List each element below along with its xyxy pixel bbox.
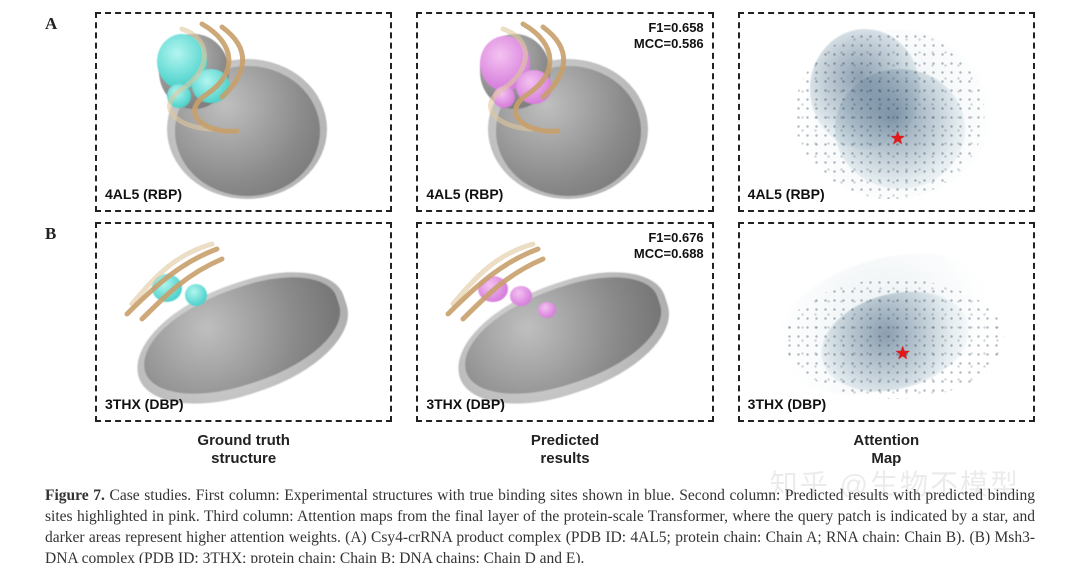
panel-b-truth: 3THX (DBP) <box>95 222 392 422</box>
panel-b-attn-label: 3THX (DBP) <box>748 396 827 412</box>
panel-b-pred: F1=0.676 MCC=0.688 3THX (DBP) <box>416 222 713 422</box>
panel-a-f1: F1=0.658 <box>634 20 704 36</box>
panel-a-pred: F1=0.658 MCC=0.586 4AL5 (RBP) <box>416 12 713 212</box>
panel-a-attn: ★ 4AL5 (RBP) <box>738 12 1035 212</box>
panel-a-metrics: F1=0.658 MCC=0.586 <box>634 20 704 53</box>
panel-a-mcc: MCC=0.586 <box>634 36 704 52</box>
row-b-label: B <box>45 222 71 244</box>
panel-b-truth-label: 3THX (DBP) <box>105 396 184 412</box>
figure-caption: Figure 7. Case studies. First column: Ex… <box>45 486 1035 563</box>
caption-body: Case studies. First column: Experimental… <box>45 487 1035 563</box>
panel-b-metrics: F1=0.676 MCC=0.688 <box>634 230 704 263</box>
panel-a-truth: 4AL5 (RBP) <box>95 12 392 212</box>
row-a-label: A <box>45 12 71 34</box>
col-header-1: Ground truth structure <box>95 432 392 472</box>
panel-b-attn: ★ 3THX (DBP) <box>738 222 1035 422</box>
caption-figure-number: Figure 7. <box>45 487 105 504</box>
figure-grid: A 4AL5 (RBP) F1=0.658 MCC=0.586 <box>45 12 1035 472</box>
star-icon: ★ <box>895 344 911 362</box>
panel-b-pred-label: 3THX (DBP) <box>426 396 505 412</box>
col-header-3: Attention Map <box>738 432 1035 472</box>
star-icon: ★ <box>890 129 906 147</box>
panel-b-f1: F1=0.676 <box>634 230 704 246</box>
panel-a-truth-label: 4AL5 (RBP) <box>105 186 182 202</box>
panel-b-mcc: MCC=0.688 <box>634 246 704 262</box>
panel-a-pred-label: 4AL5 (RBP) <box>426 186 503 202</box>
col-header-2: Predicted results <box>416 432 713 472</box>
panel-a-attn-label: 4AL5 (RBP) <box>748 186 825 202</box>
